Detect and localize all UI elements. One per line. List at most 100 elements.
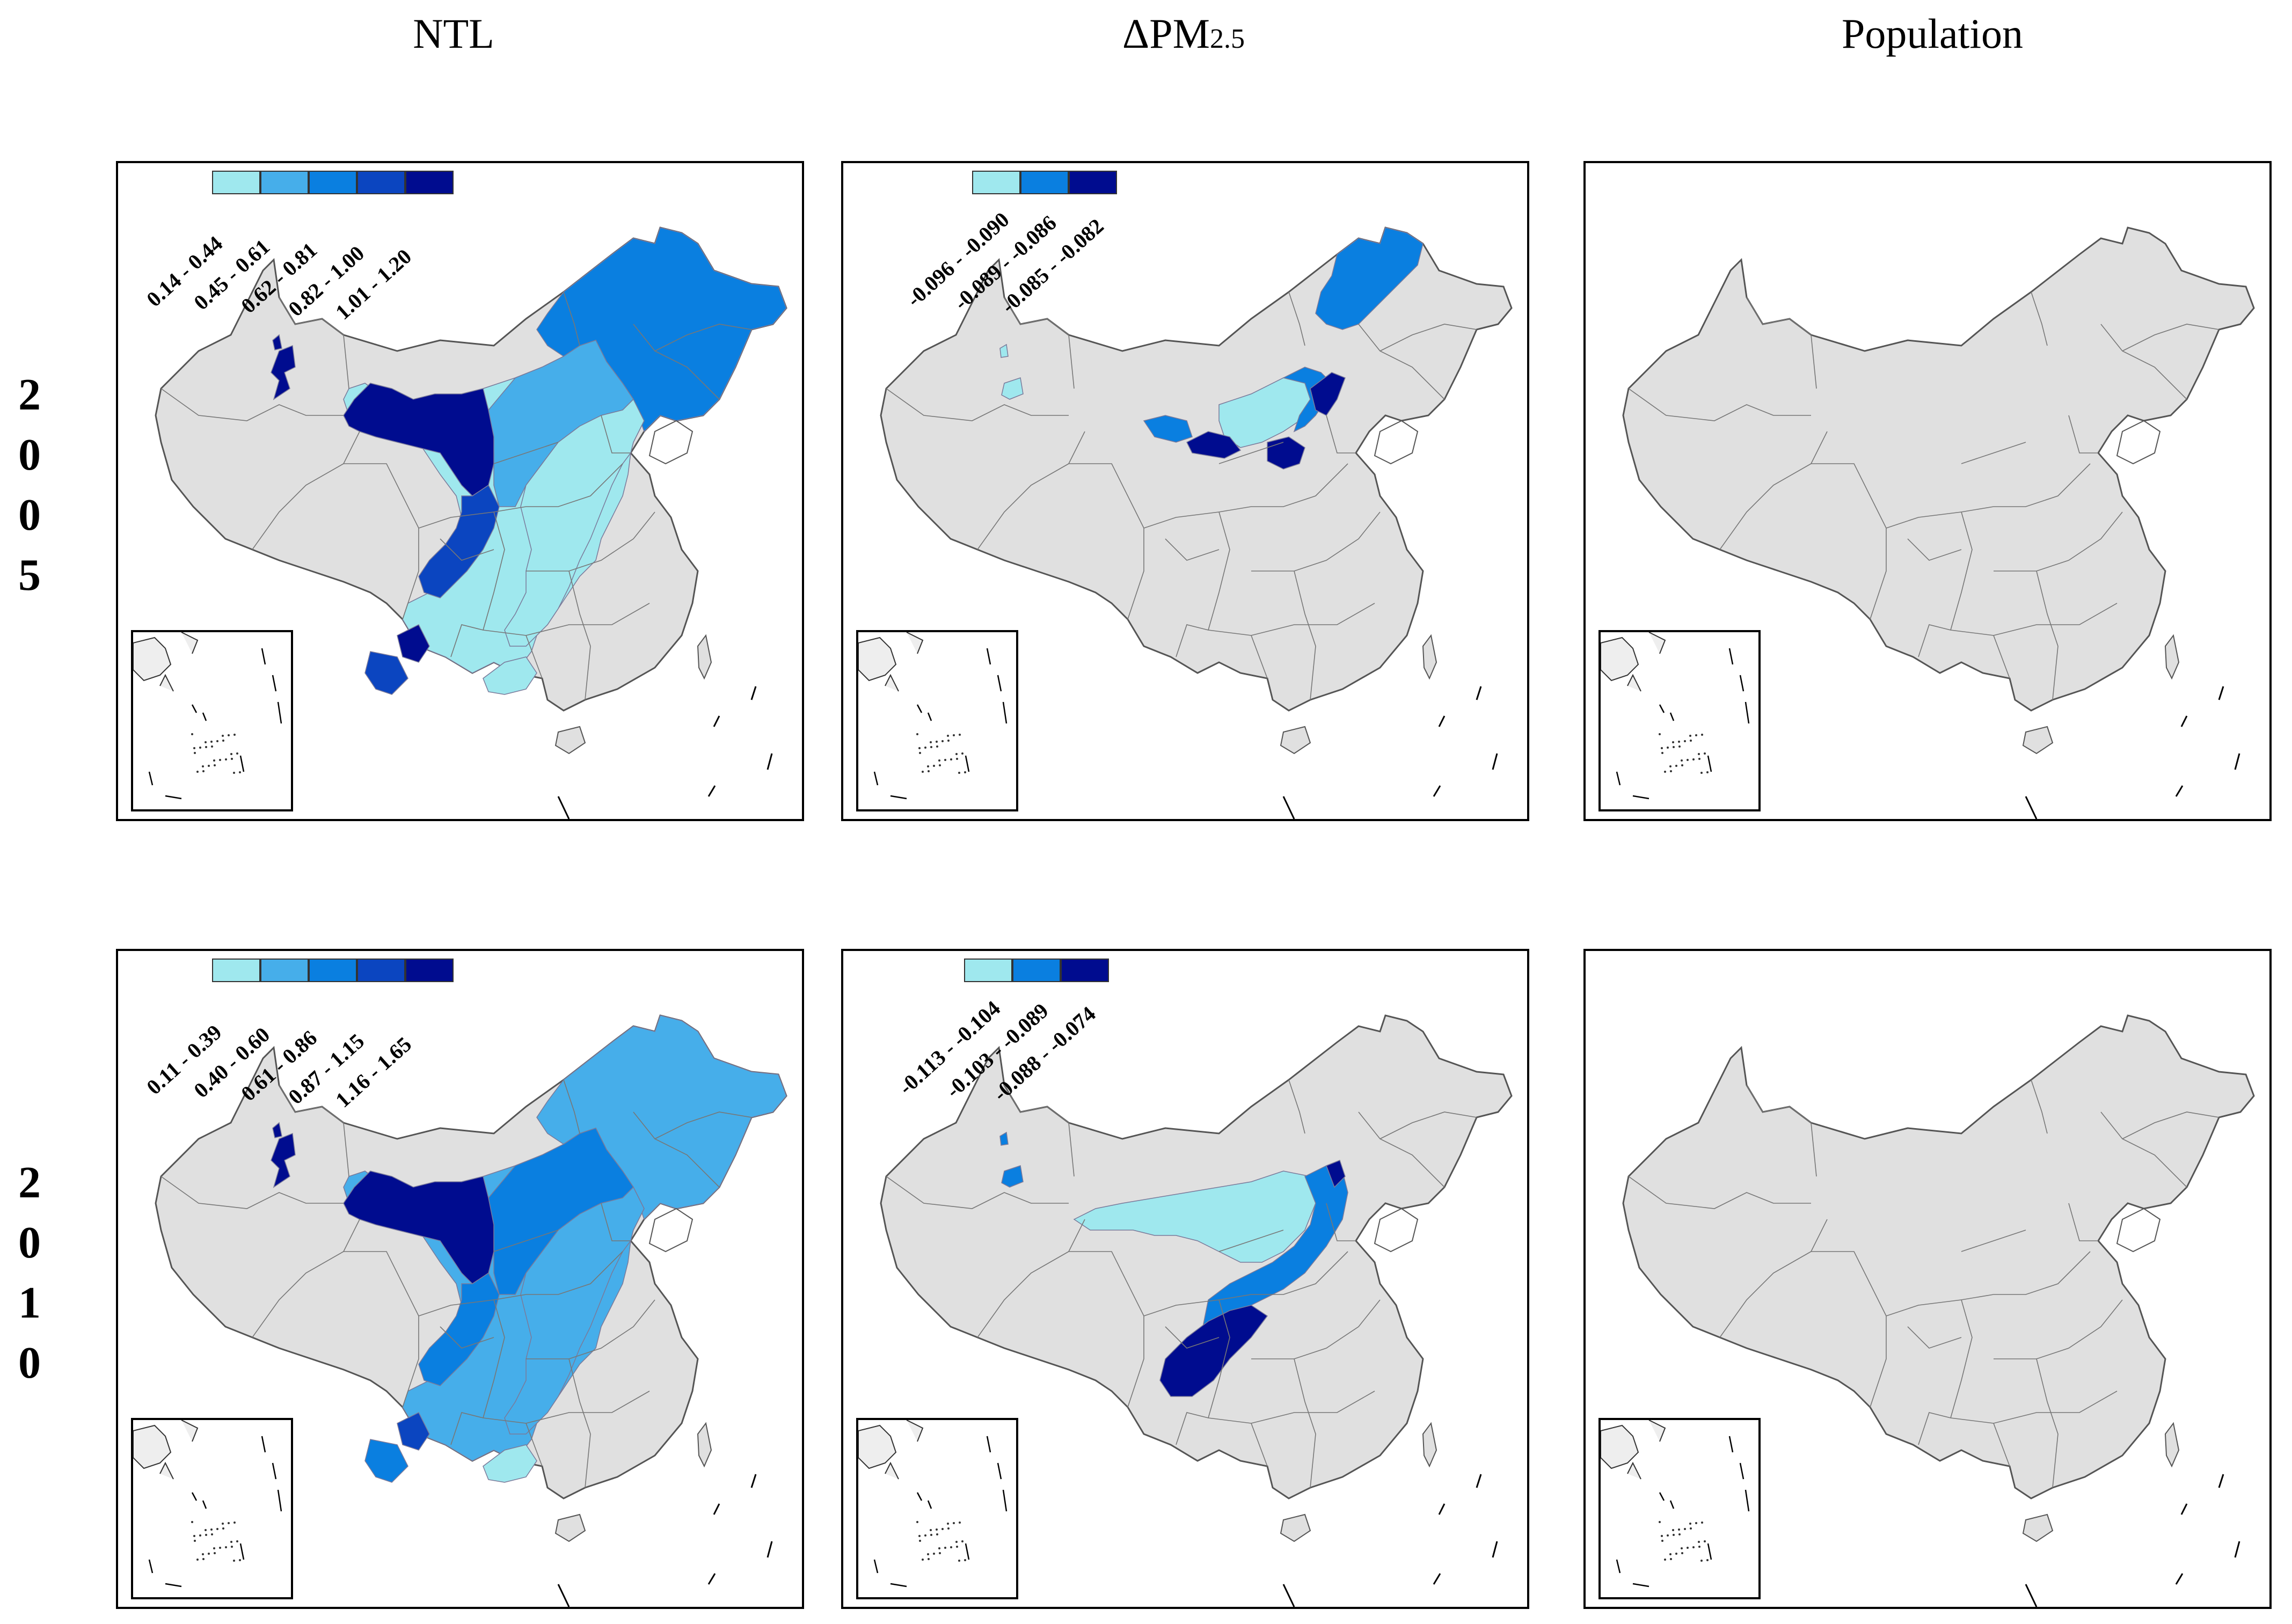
inset-island-dot bbox=[919, 752, 921, 754]
hainan-island bbox=[1280, 1513, 1311, 1542]
bohai-sea bbox=[2116, 1208, 2161, 1253]
inset-island-dot bbox=[1701, 1521, 1703, 1524]
south-china-sea-inset bbox=[1598, 1418, 1761, 1599]
inset-island-dot bbox=[1661, 1535, 1663, 1537]
color-legend bbox=[212, 959, 454, 982]
province-border bbox=[1251, 463, 1348, 507]
inset-island-dot bbox=[947, 735, 949, 737]
inset-island-dot bbox=[1675, 765, 1677, 767]
inset-coast bbox=[159, 674, 174, 692]
inset-island-dot bbox=[213, 1547, 215, 1549]
inset-island-dot bbox=[225, 1546, 227, 1548]
province-border bbox=[1165, 538, 1220, 561]
inset-island-dot bbox=[1681, 759, 1683, 762]
inset-island-dot bbox=[964, 771, 966, 773]
legend-swatch bbox=[1012, 959, 1061, 982]
inset-island-dot bbox=[225, 758, 227, 760]
inset-dash bbox=[1744, 701, 1750, 724]
boundary-dash bbox=[2025, 1584, 2038, 1607]
bohai-sea bbox=[2116, 420, 2161, 465]
region-fill bbox=[272, 1122, 282, 1138]
province-border bbox=[1251, 1251, 1348, 1295]
boundary-dash bbox=[1476, 1474, 1482, 1488]
inset-island-dot bbox=[1678, 1528, 1680, 1531]
inset-island-dot bbox=[1700, 772, 1703, 774]
inset-island-dot bbox=[228, 1522, 230, 1524]
inset-island-dot bbox=[928, 1558, 930, 1560]
inset-dash bbox=[277, 701, 282, 724]
inset-island-dot bbox=[947, 1523, 949, 1525]
inset-dash bbox=[1616, 1559, 1621, 1574]
legend-swatch bbox=[1069, 171, 1117, 194]
province-border bbox=[1143, 1294, 1252, 1316]
inset-island-dot bbox=[916, 1521, 918, 1523]
inset-dash bbox=[965, 1543, 970, 1560]
year-digit: 5 bbox=[18, 550, 41, 600]
taiwan-island bbox=[1422, 634, 1437, 680]
inset-island-dot bbox=[1704, 752, 1706, 755]
china-map bbox=[880, 1014, 1513, 1607]
inset-dash bbox=[148, 1559, 154, 1574]
region-fill bbox=[1186, 431, 1242, 459]
province-border bbox=[1994, 1251, 2091, 1295]
province-border bbox=[483, 603, 650, 636]
inset-coast bbox=[906, 632, 924, 654]
inset-island-dot bbox=[936, 1528, 938, 1531]
province-border bbox=[563, 1079, 580, 1134]
inset-coast bbox=[133, 1424, 172, 1469]
inset-dash bbox=[165, 795, 182, 800]
column-title-delta-pm25: ΔPM2.5 bbox=[942, 10, 1425, 58]
inset-coast bbox=[1648, 632, 1666, 654]
inset-island-dot bbox=[194, 1540, 196, 1542]
inset-island-dot bbox=[947, 1527, 950, 1530]
province-border bbox=[1251, 1299, 1381, 1359]
inset-island-dot bbox=[239, 771, 241, 773]
province-border bbox=[1379, 1111, 1477, 1139]
inset-island-dot bbox=[1673, 1534, 1675, 1536]
inset-dash bbox=[986, 648, 991, 665]
province-border bbox=[654, 1111, 752, 1139]
province-border bbox=[2031, 291, 2048, 346]
inset-island-dot bbox=[230, 753, 232, 755]
boundary-dash bbox=[2175, 785, 2184, 797]
china-outline bbox=[1622, 1014, 2255, 1499]
inset-dash bbox=[916, 1492, 923, 1501]
inset-dash bbox=[202, 712, 207, 721]
inset-island-dot bbox=[1667, 1534, 1669, 1537]
inset-dash bbox=[239, 1543, 245, 1560]
province-border bbox=[252, 431, 360, 550]
inset-island-dot bbox=[199, 1534, 201, 1537]
province-border bbox=[2122, 324, 2220, 352]
inset-island-dot bbox=[941, 1528, 944, 1530]
inset-island-dot bbox=[214, 764, 216, 766]
inset-island-dot bbox=[1672, 1529, 1674, 1531]
legend-swatch bbox=[357, 171, 405, 194]
province-border bbox=[1004, 1085, 1075, 1177]
province-border bbox=[1218, 1230, 1284, 1252]
inset-island-dot bbox=[1667, 747, 1669, 749]
province-border bbox=[1628, 1176, 1811, 1209]
province-border bbox=[2036, 1358, 2059, 1488]
inset-island-dot bbox=[944, 759, 946, 761]
inset-dash bbox=[997, 1462, 1002, 1480]
inset-coast bbox=[885, 674, 899, 692]
region-fill bbox=[999, 1131, 1009, 1146]
province-border bbox=[440, 538, 494, 561]
inset-dash bbox=[1002, 1489, 1008, 1512]
map-panel-ntl-2005: 0.14 - 0.44 0.45 - 0.61 0.62 - 0.81 0.82 - … bbox=[116, 161, 804, 821]
inset-island-dot bbox=[214, 1552, 216, 1554]
map-panel-pm25-2010: -0.113 - -0.104 -0.103 - -0.089 -0.088 - -… bbox=[841, 949, 1529, 1609]
inset-dash bbox=[890, 795, 907, 800]
boundary-dash bbox=[1282, 1584, 1295, 1607]
inset-island-dot bbox=[231, 1546, 233, 1548]
year-label-2010: 2 0 1 0 bbox=[11, 1153, 48, 1393]
province-border bbox=[1961, 442, 2026, 464]
province-border bbox=[526, 1299, 655, 1359]
boundary-dash bbox=[1433, 785, 1441, 797]
region-fill bbox=[272, 334, 282, 350]
inset-island-dot bbox=[239, 1559, 241, 1561]
china-outline bbox=[880, 226, 1513, 712]
year-digit: 1 bbox=[18, 1278, 41, 1328]
province-border bbox=[483, 1299, 505, 1418]
region-fill bbox=[364, 1439, 408, 1483]
